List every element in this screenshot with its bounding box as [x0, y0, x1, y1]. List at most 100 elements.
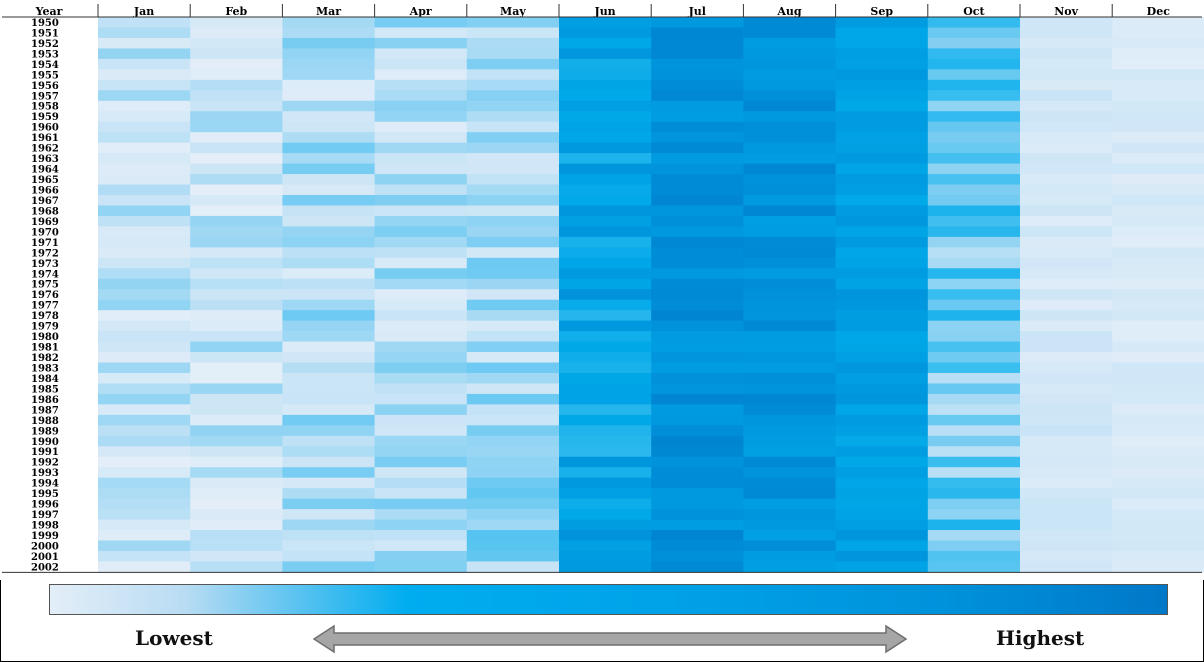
heatmap-cell-1989-Feb — [190, 425, 283, 437]
heatmap-cell-1970-Apr — [374, 226, 468, 238]
heatmap-cell-1996-Oct — [927, 498, 1021, 510]
heatmap-cell-1967-Nov — [1020, 194, 1113, 207]
heatmap-cell-1995-Sep — [835, 488, 929, 500]
heatmap-cell-1968-Jul — [651, 205, 744, 217]
heatmap-cell-1995-Oct — [927, 488, 1021, 500]
heatmap-cell-1989-Nov — [1020, 425, 1113, 437]
heatmap-cell-1950-May — [466, 17, 560, 29]
heatmap-cell-1966-Dec — [1112, 184, 1204, 196]
heatmap-cell-1961-Dec — [1112, 132, 1204, 144]
heatmap-cell-1993-Jun — [559, 467, 652, 479]
heatmap: Year Jan Feb Mar Apr May Jun Jul Aug Sep Oct Nov Dec… — [2, 4, 1204, 574]
heatmap-cell-1965-Jan — [98, 174, 191, 186]
heatmap-cell-1986-Mar — [282, 393, 376, 405]
heatmap-cell-1978-Sep — [835, 310, 929, 322]
heatmap-cell-1986-Sep — [835, 393, 929, 405]
heatmap-cell-1976-Dec — [1112, 289, 1204, 301]
heatmap-cell-1959-May — [466, 111, 560, 123]
heatmap-cell-1977-Sep — [835, 299, 929, 311]
heatmap-cell-1972-Aug — [743, 247, 837, 259]
heatmap-cell-1954-Dec — [1112, 58, 1204, 70]
heatmap-cell-1996-Apr — [374, 498, 468, 510]
heatmap-cell-1973-Apr — [374, 257, 468, 269]
heatmap-cell-1984-Dec — [1112, 372, 1204, 385]
row-label-1990: 1990 — [31, 437, 59, 448]
heatmap-cell-1956-Apr — [374, 79, 468, 91]
heatmap-cell-2001-Jul — [651, 550, 744, 563]
heatmap-cell-1988-Jun — [559, 414, 652, 426]
heatmap-cell-1992-Sep — [835, 456, 929, 468]
heatmap-cell-1953-Oct — [927, 48, 1021, 60]
heatmap-cell-1951-Sep — [835, 27, 929, 39]
heatmap-cell-1954-Nov — [1020, 58, 1113, 70]
heatmap-cell-1999-Jun — [559, 530, 652, 542]
heatmap-cell-1966-Feb — [190, 184, 283, 196]
heatmap-cell-1950-Feb — [190, 17, 283, 29]
heatmap-cell-1982-May — [466, 352, 560, 364]
double-arrow-icon — [312, 624, 908, 654]
heatmap-cell-1980-Jul — [651, 331, 744, 343]
heatmap-cell-1958-Dec — [1112, 100, 1204, 112]
heatmap-cell-1990-Feb — [190, 435, 283, 447]
heatmap-cell-1987-Jan — [98, 404, 191, 416]
heatmap-cell-1963-Jan — [98, 153, 191, 165]
heatmap-cell-1983-Oct — [927, 362, 1021, 374]
heatmap-cell-1992-Mar — [282, 456, 376, 468]
heatmap-cell-1991-Jun — [559, 446, 652, 458]
heatmap-cell-1984-May — [466, 372, 560, 385]
heatmap-cell-1987-Oct — [927, 404, 1021, 416]
heatmap-cell-1974-Jan — [98, 268, 191, 280]
heatmap-cell-1975-Apr — [374, 278, 468, 290]
heatmap-cell-1992-Jul — [651, 456, 744, 468]
heatmap-cell-1989-May — [466, 425, 560, 437]
heatmap-cell-2002-May — [466, 561, 560, 573]
heatmap-cell-1980-May — [466, 331, 560, 343]
heatmap-cell-1974-Sep — [835, 268, 929, 280]
heatmap-cell-1982-Dec — [1112, 352, 1204, 364]
row-label-1972: 1972 — [31, 248, 59, 259]
heatmap-cell-2000-Jan — [98, 540, 191, 552]
column-header-Jan: Jan — [133, 5, 154, 18]
heatmap-cell-1993-Jul — [651, 467, 744, 479]
heatmap-cell-1984-Sep — [835, 372, 929, 385]
heatmap-cell-1957-Dec — [1112, 90, 1204, 102]
heatmap-cell-1959-Dec — [1112, 111, 1204, 123]
heatmap-cell-1978-Jul — [651, 310, 744, 322]
heatmap-cell-1986-Dec — [1112, 393, 1204, 405]
heatmap-cell-1972-Jun — [559, 247, 652, 259]
heatmap-cell-1966-Nov — [1020, 184, 1113, 196]
heatmap-cell-1964-Oct — [927, 163, 1021, 175]
row-label-1967: 1967 — [31, 196, 59, 207]
row-label-1983: 1983 — [31, 363, 59, 374]
heatmap-cell-1992-May — [466, 456, 560, 468]
heatmap-cell-1950-Jun — [559, 17, 652, 29]
heatmap-cell-1973-Jul — [651, 257, 744, 269]
heatmap-cell-1956-Jul — [651, 79, 744, 91]
heatmap-cell-1976-Aug — [743, 289, 837, 301]
heatmap-cell-1978-Jun — [559, 310, 652, 322]
heatmap-cell-1983-May — [466, 362, 560, 374]
heatmap-cell-1960-Mar — [282, 121, 376, 133]
heatmap-cell-1971-Jun — [559, 236, 652, 248]
heatmap-cell-1958-Mar — [282, 100, 376, 112]
heatmap-cell-1954-Apr — [374, 58, 468, 70]
heatmap-cell-2000-Jul — [651, 540, 744, 552]
heatmap-cell-1991-Jul — [651, 446, 744, 458]
heatmap-cell-1993-Dec — [1112, 467, 1204, 479]
heatmap-cell-1995-Nov — [1020, 488, 1113, 500]
heatmap-cell-1954-Jan — [98, 58, 191, 70]
heatmap-cell-1990-Mar — [282, 435, 376, 447]
legend-highest-label: Highest — [996, 626, 1085, 650]
heatmap-cell-1957-May — [466, 90, 560, 102]
heatmap-cell-1981-Aug — [743, 341, 837, 353]
heatmap-cell-1994-May — [466, 477, 560, 489]
heatmap-cell-1961-Jul — [651, 132, 744, 144]
heatmap-cell-1999-Sep — [835, 530, 929, 542]
heatmap-cell-1989-Apr — [374, 425, 468, 437]
heatmap-cell-1961-Nov — [1020, 132, 1113, 144]
heatmap-cell-1989-Sep — [835, 425, 929, 437]
heatmap-cell-1998-Mar — [282, 519, 376, 531]
heatmap-cell-1981-May — [466, 341, 560, 353]
heatmap-cell-1982-Feb — [190, 352, 283, 364]
row-label-1985: 1985 — [31, 384, 59, 395]
